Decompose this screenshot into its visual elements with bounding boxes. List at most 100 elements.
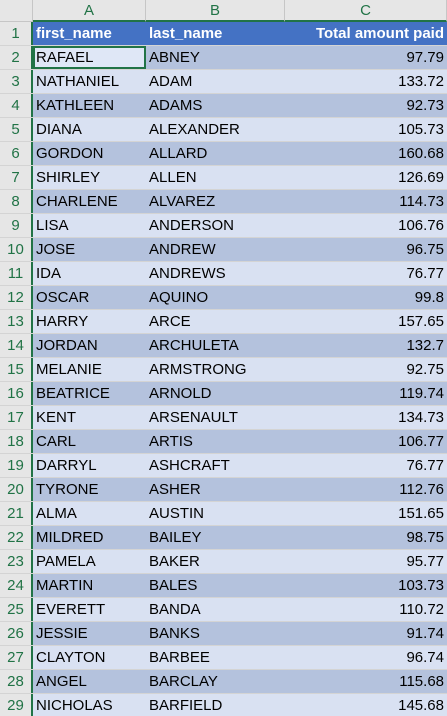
row-number[interactable]: 23 [0, 550, 33, 573]
row-number[interactable]: 14 [0, 334, 33, 357]
cell-total-amount-paid[interactable]: 134.73 [285, 406, 447, 429]
row-number[interactable]: 29 [0, 694, 33, 716]
row-number[interactable]: 8 [0, 190, 33, 213]
cell-last-name[interactable]: ADAM [146, 70, 285, 93]
column-header-b[interactable]: B [146, 0, 285, 22]
row-number[interactable]: 6 [0, 142, 33, 165]
cell-total-amount-paid[interactable]: 98.75 [285, 526, 447, 549]
row-number[interactable]: 5 [0, 118, 33, 141]
cell-total-amount-paid[interactable]: 133.72 [285, 70, 447, 93]
cell-first-name[interactable]: KATHLEEN [33, 94, 146, 117]
cell-first-name[interactable]: BEATRICE [33, 382, 146, 405]
cell-last-name[interactable]: BALES [146, 574, 285, 597]
cell-total-amount-paid[interactable]: 112.76 [285, 478, 447, 501]
select-all-corner[interactable] [0, 0, 33, 22]
row-number[interactable]: 28 [0, 670, 33, 693]
row-number[interactable]: 13 [0, 310, 33, 333]
cell-first-name[interactable]: DARRYL [33, 454, 146, 477]
cell-first-name[interactable]: MARTIN [33, 574, 146, 597]
header-cell-first-name[interactable]: first_name [36, 25, 112, 42]
cell-total-amount-paid[interactable]: 119.74 [285, 382, 447, 405]
cell-total-amount-paid[interactable]: 126.69 [285, 166, 447, 189]
cell-last-name[interactable]: BANDA [146, 598, 285, 621]
cell-total-amount-paid[interactable]: 92.73 [285, 94, 447, 117]
row-number[interactable]: 19 [0, 454, 33, 477]
cell-total-amount-paid[interactable]: 103.73 [285, 574, 447, 597]
cell-total-amount-paid[interactable]: 76.77 [285, 454, 447, 477]
cell-total-amount-paid[interactable]: 132.7 [285, 334, 447, 357]
row-number[interactable]: 15 [0, 358, 33, 381]
row-number[interactable]: 21 [0, 502, 33, 525]
row-number[interactable]: 9 [0, 214, 33, 237]
row-number[interactable]: 10 [0, 238, 33, 261]
row-number[interactable]: 18 [0, 430, 33, 453]
cell-last-name[interactable]: ASHCRAFT [146, 454, 285, 477]
row-number[interactable]: 12 [0, 286, 33, 309]
cell-first-name[interactable]: CHARLENE [33, 190, 146, 213]
cell-last-name[interactable]: ASHER [146, 478, 285, 501]
cell-first-name[interactable]: CLAYTON [33, 646, 146, 669]
cell-total-amount-paid[interactable]: 160.68 [285, 142, 447, 165]
cell-last-name[interactable]: ALLEN [146, 166, 285, 189]
header-cell-last-name[interactable]: last_name [149, 25, 223, 42]
cell-total-amount-paid[interactable]: 91.74 [285, 622, 447, 645]
cell-last-name[interactable]: BARBEE [146, 646, 285, 669]
cell-last-name[interactable]: AQUINO [146, 286, 285, 309]
row-number[interactable]: 26 [0, 622, 33, 645]
cell-first-name[interactable]: ALMA [33, 502, 146, 525]
cell-first-name[interactable]: SHIRLEY [33, 166, 146, 189]
cell-last-name[interactable]: ARCHULETA [146, 334, 285, 357]
cell-first-name[interactable]: ANGEL [33, 670, 146, 693]
cell-last-name[interactable]: AUSTIN [146, 502, 285, 525]
cell-last-name[interactable]: ALEXANDER [146, 118, 285, 141]
row-number[interactable]: 22 [0, 526, 33, 549]
cell-total-amount-paid[interactable]: 96.75 [285, 238, 447, 261]
cell-first-name[interactable]: EVERETT [33, 598, 146, 621]
cell-total-amount-paid[interactable]: 110.72 [285, 598, 447, 621]
row-number[interactable]: 24 [0, 574, 33, 597]
cell-total-amount-paid[interactable]: 114.73 [285, 190, 447, 213]
cell-total-amount-paid[interactable]: 115.68 [285, 670, 447, 693]
row-number[interactable]: 16 [0, 382, 33, 405]
cell-last-name[interactable]: ANDREW [146, 238, 285, 261]
cell-last-name[interactable]: BAILEY [146, 526, 285, 549]
cell-last-name[interactable]: ALLARD [146, 142, 285, 165]
cell-first-name[interactable]: PAMELA [33, 550, 146, 573]
row-number[interactable]: 17 [0, 406, 33, 429]
cell-last-name[interactable]: ARTIS [146, 430, 285, 453]
row-number[interactable]: 4 [0, 94, 33, 117]
cell-first-name[interactable]: JORDAN [33, 334, 146, 357]
cell-last-name[interactable]: ARSENAULT [146, 406, 285, 429]
row-number[interactable]: 7 [0, 166, 33, 189]
cell-total-amount-paid[interactable]: 97.79 [285, 46, 447, 69]
row-number[interactable]: 27 [0, 646, 33, 669]
cell-first-name[interactable]: KENT [33, 406, 146, 429]
cell-first-name[interactable]: JESSIE [33, 622, 146, 645]
cell-total-amount-paid[interactable]: 99.8 [285, 286, 447, 309]
header-cell-total-amount-paid[interactable]: Total amount paid [315, 25, 444, 42]
cell-last-name[interactable]: ANDERSON [146, 214, 285, 237]
cell-last-name[interactable]: BANKS [146, 622, 285, 645]
column-header-c[interactable]: C [285, 0, 447, 22]
cell-last-name[interactable]: ALVAREZ [146, 190, 285, 213]
cell-first-name[interactable]: CARL [33, 430, 146, 453]
cell-total-amount-paid[interactable]: 145.68 [285, 694, 447, 716]
row-number[interactable]: 25 [0, 598, 33, 621]
cell-total-amount-paid[interactable]: 106.77 [285, 430, 447, 453]
cell-first-name[interactable]: NICHOLAS [33, 694, 146, 716]
cell-last-name[interactable]: ANDREWS [146, 262, 285, 285]
cell-total-amount-paid[interactable]: 106.76 [285, 214, 447, 237]
cell-first-name[interactable]: OSCAR [33, 286, 146, 309]
column-header-a[interactable]: A [33, 0, 146, 22]
cell-first-name[interactable]: TYRONE [33, 478, 146, 501]
cell-total-amount-paid[interactable]: 157.65 [285, 310, 447, 333]
cell-last-name[interactable]: ARCE [146, 310, 285, 333]
cell-total-amount-paid[interactable]: 151.65 [285, 502, 447, 525]
cell-total-amount-paid[interactable]: 92.75 [285, 358, 447, 381]
cell-total-amount-paid[interactable]: 96.74 [285, 646, 447, 669]
cell-last-name[interactable]: ARMSTRONG [146, 358, 285, 381]
cell-first-name[interactable]: MILDRED [33, 526, 146, 549]
cell-first-name[interactable]: GORDON [33, 142, 146, 165]
cell-total-amount-paid[interactable]: 105.73 [285, 118, 447, 141]
cell-last-name[interactable]: BAKER [146, 550, 285, 573]
